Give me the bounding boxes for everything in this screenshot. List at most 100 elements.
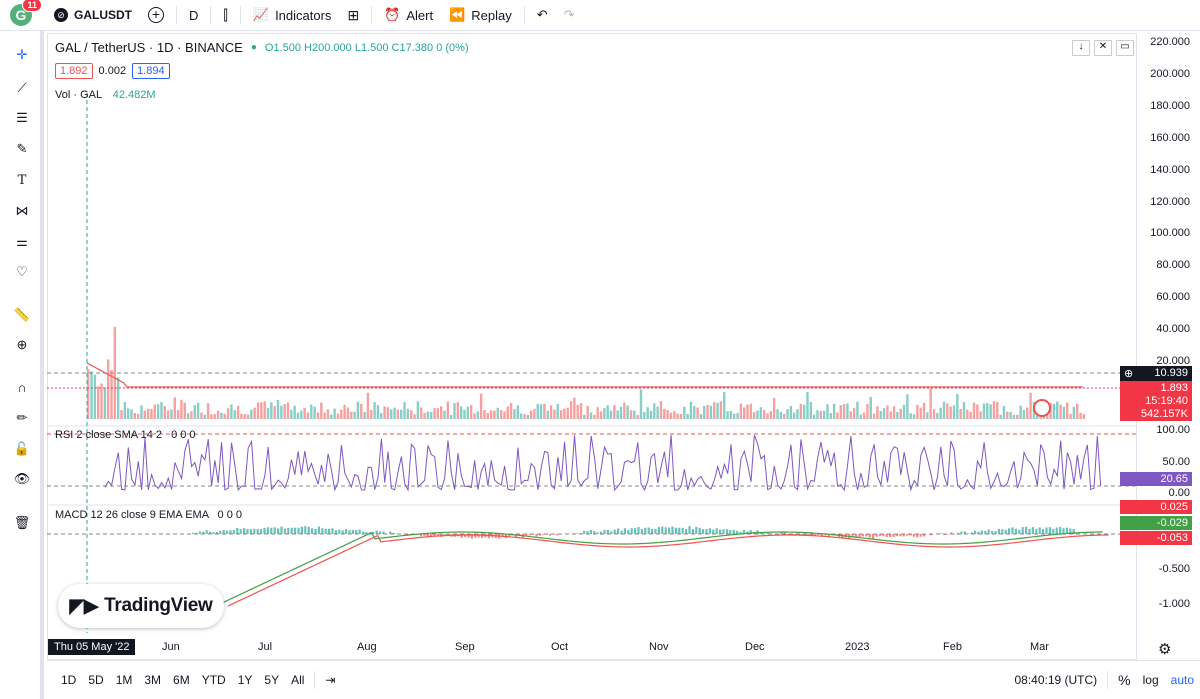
macd-histogram-bar <box>657 527 660 534</box>
date-tick: Feb <box>943 641 962 653</box>
volume-bar <box>796 409 799 419</box>
macd-legend[interactable]: MACD 12 26 close 9 EMA EMA 0 0 0 <box>55 509 242 521</box>
macd-histogram-bar <box>583 530 586 534</box>
macd-histogram-bar <box>868 534 871 538</box>
macd-histogram-bar <box>797 533 800 534</box>
sell-button[interactable]: 1.892 <box>55 63 93 79</box>
macd-histogram-bar <box>875 534 878 537</box>
remove-drawings-tool[interactable]: 🗑 <box>10 511 34 535</box>
log-toggle[interactable]: log <box>1142 673 1159 687</box>
volume-bar <box>699 414 703 419</box>
volume-bar <box>669 412 673 419</box>
fib-tool[interactable]: ☰ <box>10 106 34 130</box>
volume-bar <box>932 409 936 419</box>
symbol-search-button[interactable]: ⊘ GALUSDT <box>46 0 140 31</box>
magnet-tool[interactable]: ∩ <box>10 375 34 399</box>
notification-badge: 11 <box>22 0 42 12</box>
replay-button[interactable]: ⏪ Replay <box>441 0 520 31</box>
measure-tool[interactable]: 📏 <box>10 303 34 327</box>
range-button-ytd[interactable]: YTD <box>201 673 226 687</box>
volume-bar <box>772 397 776 419</box>
macd-histogram-bar <box>749 530 752 534</box>
brush-tool[interactable]: ✎ <box>10 137 34 161</box>
volume-bar <box>806 392 809 419</box>
move-down-icon[interactable]: ↓ <box>1072 40 1090 56</box>
macd-histogram-bar <box>950 532 953 534</box>
stay-drawing-tool[interactable]: ✏ <box>10 406 34 430</box>
interval-label: D <box>189 7 199 23</box>
prediction-tool[interactable]: ⚌ <box>10 230 34 254</box>
maximize-icon[interactable]: ▭ <box>1116 40 1134 56</box>
volume-bar <box>569 401 573 419</box>
volume-bar <box>173 397 176 419</box>
price-scale[interactable]: 220.000 200.000 180.000 160.000 140.000 120.0… <box>1137 33 1200 660</box>
plus-circle-icon: + <box>148 7 164 23</box>
pattern-tool[interactable]: ⋈ <box>10 199 34 223</box>
volume-bar <box>949 406 952 419</box>
macd-histogram-bar <box>205 530 208 534</box>
user-avatar[interactable]: G 11 <box>10 0 42 26</box>
auto-toggle[interactable]: auto <box>1170 673 1194 687</box>
macd-histogram-bar <box>501 534 504 537</box>
volume-bar <box>936 412 939 419</box>
range-button-all[interactable]: All <box>291 673 305 687</box>
range-button-1y[interactable]: 1Y <box>237 673 253 687</box>
alert-button[interactable]: ⏰ Alert <box>376 0 441 31</box>
macd-histogram-bar <box>827 534 830 538</box>
volume-bar <box>629 410 633 419</box>
collapse-icon[interactable]: ✕ <box>1094 40 1112 56</box>
volume-bar <box>749 403 753 419</box>
volume-bar <box>889 411 892 419</box>
volume-bar <box>616 410 619 419</box>
divider <box>176 6 177 24</box>
volume-bar <box>649 410 653 419</box>
settings-gear-icon[interactable]: ⚙ <box>1158 641 1172 658</box>
volume-bar <box>583 414 586 419</box>
add-alert-icon[interactable]: ⊕ <box>1124 368 1134 380</box>
layouts-button[interactable]: ⊞ <box>339 0 367 31</box>
macd-histogram-bar <box>1018 529 1021 534</box>
goto-date-button[interactable]: ⇥ <box>319 673 341 687</box>
tradingview-logo[interactable]: ◤▶ TradingView <box>58 584 224 628</box>
macd-histogram-bar <box>202 531 205 534</box>
zoom-tool[interactable]: ⊕ <box>10 333 34 357</box>
interval-button[interactable]: D <box>181 0 206 31</box>
volume-bar <box>503 411 506 419</box>
macd-histogram-bar <box>640 529 643 534</box>
range-button-1m[interactable]: 1M <box>115 673 133 687</box>
macd-histogram-bar <box>287 527 290 534</box>
price-tick: 140.000 <box>1150 163 1190 176</box>
range-button-5y[interactable]: 5Y <box>264 673 280 687</box>
volume-bar <box>459 406 463 419</box>
volume-bar <box>1006 411 1009 419</box>
chart-panel[interactable] <box>47 33 1137 660</box>
macd-histogram-bar <box>603 530 606 534</box>
chart-type-button[interactable]: ⫿ <box>215 0 235 31</box>
chart-canvas[interactable] <box>47 33 1137 660</box>
range-button-3m[interactable]: 3M <box>144 673 162 687</box>
text-tool[interactable]: T <box>10 168 34 192</box>
macd-histogram-bar <box>226 530 229 534</box>
trendline-tool[interactable]: ⟋ <box>10 76 34 100</box>
volume-bar <box>370 410 373 419</box>
redo-button[interactable]: ↷ <box>556 0 583 31</box>
undo-button[interactable]: ↶ <box>529 0 556 31</box>
clock-display[interactable]: 08:40:19 (UTC) <box>1014 673 1098 687</box>
compare-symbol-button[interactable]: + <box>140 0 172 31</box>
range-button-1d[interactable]: 1D <box>61 673 77 687</box>
hide-drawings-tool[interactable]: 👁 <box>10 467 34 491</box>
macd-histogram-bar <box>681 527 684 534</box>
indicators-button[interactable]: 📈 Indicators <box>245 0 340 31</box>
crosshair-tool[interactable]: ✛ <box>10 43 34 67</box>
macd-histogram-bar <box>345 528 348 534</box>
macd-histogram-bar <box>906 534 909 536</box>
volume-bar <box>643 412 646 419</box>
range-button-6m[interactable]: 6M <box>173 673 190 687</box>
rsi-legend[interactable]: RSI 2 close SMA 14 2 0 0 0 <box>55 429 196 441</box>
lock-drawings-tool[interactable]: 🔓 <box>10 437 34 461</box>
percent-toggle[interactable]: % <box>1118 672 1131 688</box>
macd-histogram-bar <box>929 534 932 536</box>
range-button-5d[interactable]: 5D <box>88 673 104 687</box>
icons-tool[interactable]: ♡ <box>10 260 34 284</box>
buy-button[interactable]: 1.894 <box>132 63 170 79</box>
